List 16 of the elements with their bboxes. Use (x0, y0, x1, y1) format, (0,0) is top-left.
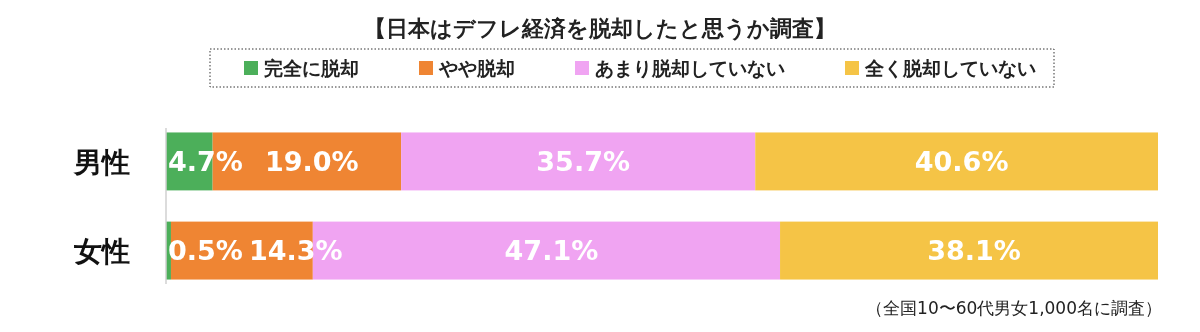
bar (780, 221, 1158, 280)
data-label: 38.1% (927, 235, 1021, 267)
text: （全国10〜60代男女1,000名に調査） (866, 298, 1162, 318)
bar (755, 132, 1158, 191)
legend-label: 完全に脱却 (264, 56, 359, 79)
legend-label: あまり脱却していない (595, 56, 785, 79)
chart-title: 【日本はデフレ経済を脱却したと思うか調査】 (364, 16, 836, 41)
bar (401, 132, 756, 191)
data-label: 19.0% (265, 146, 359, 178)
legend-label: 全く脱却していない (864, 56, 1036, 79)
data-label: 47.1% (504, 235, 599, 267)
data-label: 40.6% (914, 146, 1009, 178)
y-tick-label: 男性 (73, 145, 130, 179)
legend-label: やや脱却 (438, 56, 515, 79)
data-label: 35.7% (536, 146, 630, 178)
y-tick-label: 女性 (73, 234, 130, 268)
